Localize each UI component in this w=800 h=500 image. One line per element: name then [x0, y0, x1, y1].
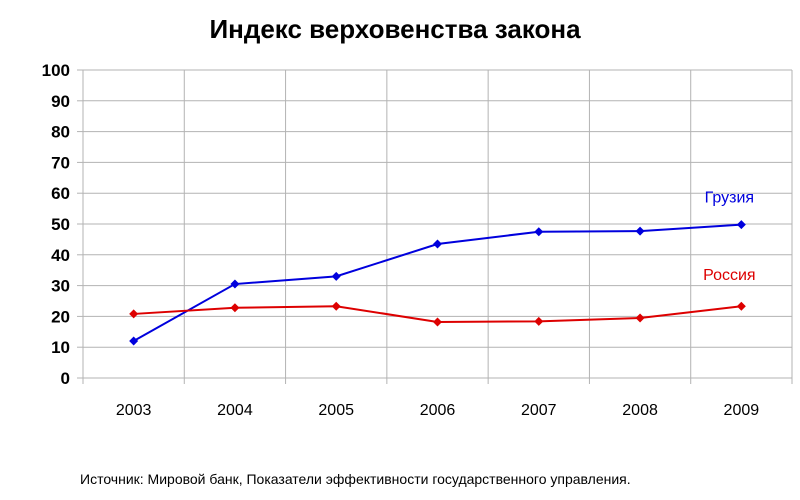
y-tick-label: 10 [51, 338, 70, 357]
x-tick-label: 2006 [420, 402, 456, 419]
series-layer [129, 220, 746, 346]
source-note: Источник: Мировой банк, Показатели эффек… [80, 471, 631, 487]
y-tick-label: 0 [61, 369, 70, 388]
data-point [129, 336, 139, 346]
y-tick-label: 30 [51, 277, 70, 296]
x-tick-label: 2009 [724, 402, 760, 419]
axes [77, 69, 83, 379]
data-point [736, 301, 746, 311]
y-tick-label: 90 [51, 92, 70, 111]
series-label: Россия [703, 267, 755, 284]
x-axis-ticks: 2003 2004 2005 2006 2007 2008 2009 [116, 402, 759, 419]
data-point [534, 227, 544, 237]
y-axis-ticks: 0 10 20 30 40 50 60 70 80 90 100 [42, 61, 70, 388]
x-tick-label: 2008 [622, 402, 658, 419]
x-tick-label: 2004 [217, 402, 253, 419]
data-point [433, 317, 442, 327]
data-point [635, 226, 645, 236]
data-point [331, 271, 341, 281]
data-point [230, 279, 240, 289]
data-point [331, 301, 341, 311]
data-point [736, 220, 746, 230]
series-labels: Грузия Россия [703, 190, 755, 285]
y-tick-label: 80 [51, 123, 70, 142]
y-tick-label: 70 [51, 153, 70, 172]
x-tick-label: 2003 [116, 402, 152, 419]
data-point [433, 239, 442, 249]
y-tick-label: 100 [42, 61, 70, 80]
y-tick-label: 50 [51, 215, 70, 234]
y-tick-label: 40 [51, 246, 70, 265]
x-tick-label: 2005 [318, 402, 354, 419]
data-point [129, 309, 139, 319]
data-point [635, 313, 645, 323]
x-tick-label: 2007 [521, 402, 557, 419]
y-tick-label: 60 [51, 184, 70, 203]
y-tick-label: 20 [51, 307, 70, 326]
data-point [230, 303, 240, 313]
grid [82, 69, 793, 384]
chart-title: Индекс верховенства закона [209, 14, 581, 44]
data-point [534, 316, 544, 326]
series-label: Грузия [705, 190, 754, 207]
